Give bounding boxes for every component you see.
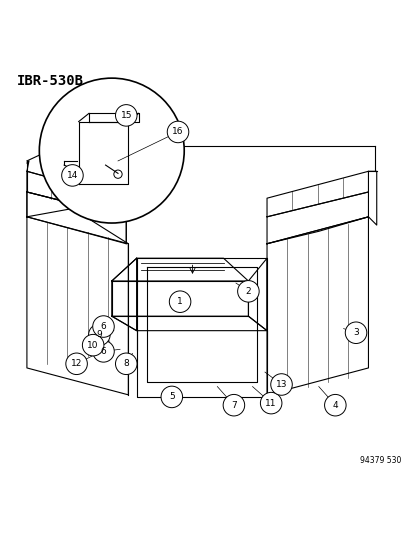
Text: IBR-530B: IBR-530B: [17, 74, 83, 88]
Text: 15: 15: [120, 111, 132, 120]
Circle shape: [270, 374, 292, 395]
Circle shape: [66, 353, 87, 375]
Text: 12: 12: [71, 359, 82, 368]
Text: 1: 1: [177, 297, 183, 306]
Text: 2: 2: [245, 287, 251, 296]
Circle shape: [260, 392, 281, 414]
Circle shape: [39, 78, 184, 223]
Text: 14: 14: [66, 171, 78, 180]
Circle shape: [161, 386, 182, 408]
Circle shape: [93, 341, 114, 362]
Text: 3: 3: [352, 328, 358, 337]
Circle shape: [223, 394, 244, 416]
Circle shape: [93, 316, 114, 337]
Text: 6: 6: [100, 347, 106, 356]
Circle shape: [62, 165, 83, 186]
Circle shape: [169, 291, 190, 312]
Text: 13: 13: [275, 380, 287, 389]
Text: 11: 11: [265, 399, 276, 408]
Text: 94379 530: 94379 530: [359, 456, 401, 465]
Circle shape: [344, 322, 366, 343]
Circle shape: [324, 394, 345, 416]
Circle shape: [88, 324, 110, 345]
Circle shape: [237, 280, 259, 302]
Circle shape: [115, 353, 137, 375]
Text: 6: 6: [100, 322, 106, 331]
Circle shape: [115, 104, 137, 126]
Text: 8: 8: [123, 359, 129, 368]
Text: 4: 4: [332, 401, 337, 410]
Text: 7: 7: [230, 401, 236, 410]
Text: 9: 9: [96, 330, 102, 340]
Circle shape: [82, 334, 104, 356]
Text: 16: 16: [172, 127, 183, 136]
Text: 5: 5: [169, 392, 174, 401]
Text: 10: 10: [87, 341, 99, 350]
Circle shape: [167, 121, 188, 143]
